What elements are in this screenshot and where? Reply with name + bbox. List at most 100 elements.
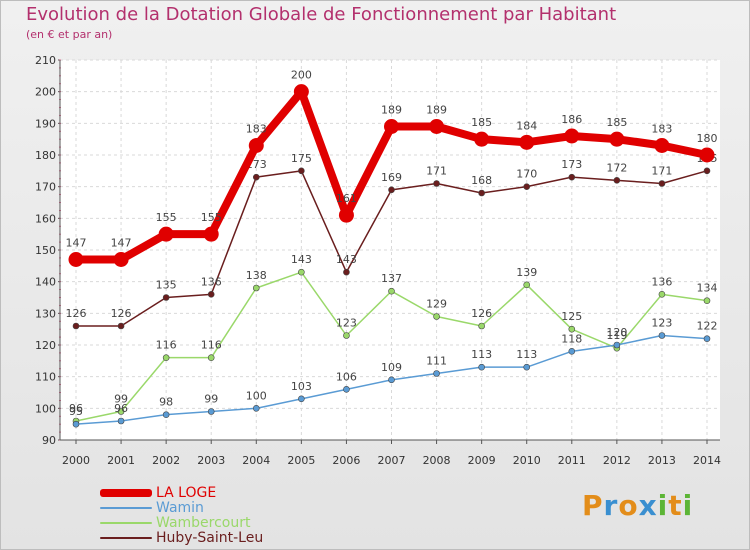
data-label: 126	[66, 307, 87, 320]
logo-letter: i	[682, 489, 694, 522]
logo-letter: x	[638, 489, 658, 522]
data-label: 173	[561, 158, 582, 171]
data-label: 119	[606, 329, 627, 342]
data-label: 155	[156, 211, 177, 224]
data-point	[474, 131, 490, 147]
data-label: 113	[471, 348, 492, 361]
y-tick-label: 160	[35, 212, 56, 225]
data-label: 147	[111, 237, 132, 250]
data-point	[433, 370, 440, 377]
x-tick-label: 2010	[513, 454, 541, 467]
data-point	[523, 281, 531, 289]
data-label: 155	[201, 211, 222, 224]
data-point	[568, 173, 576, 181]
data-point	[429, 119, 445, 134]
data-label: 126	[471, 307, 492, 320]
legend-label: Wamin	[156, 499, 204, 516]
data-label: 120	[606, 326, 627, 339]
data-point	[388, 376, 395, 384]
data-label: 186	[561, 113, 582, 126]
data-point	[609, 131, 625, 147]
logo-letter: i	[657, 489, 669, 522]
legend-swatch	[100, 488, 152, 497]
data-point	[252, 284, 260, 292]
data-label: 134	[697, 282, 718, 295]
chart-legend: LA LOGE Wamin Wambercourt Huby-Saint-Leu	[100, 484, 264, 546]
data-label: 135	[156, 279, 177, 292]
data-label: 172	[606, 161, 627, 174]
data-label: 136	[651, 275, 672, 288]
y-tick-label: 90	[42, 434, 56, 447]
data-label: 180	[697, 132, 718, 145]
x-tick-label: 2011	[558, 454, 586, 467]
data-label: 126	[111, 307, 132, 320]
data-label: 113	[516, 348, 537, 361]
logo-letter: r	[603, 489, 619, 522]
data-point	[207, 408, 215, 415]
legend-item: LA LOGE	[100, 484, 263, 501]
data-label: 138	[246, 269, 267, 282]
data-point	[703, 297, 711, 304]
data-point	[248, 138, 264, 153]
data-point	[613, 177, 621, 184]
x-tick-label: 2008	[423, 454, 451, 467]
x-tick-label: 2012	[603, 454, 631, 467]
legend-label: Huby-Saint-Leu	[156, 529, 264, 546]
logo-letter: t	[668, 489, 683, 522]
data-point	[252, 405, 260, 412]
data-point	[568, 325, 576, 333]
data-point	[564, 128, 580, 144]
data-label: 147	[66, 237, 87, 250]
data-label: 183	[651, 123, 672, 136]
data-label: 109	[381, 361, 402, 374]
data-point	[298, 395, 305, 403]
data-point	[162, 411, 170, 418]
data-point	[613, 341, 621, 349]
data-label: 116	[201, 339, 222, 352]
x-tick-label: 2009	[468, 454, 496, 467]
data-label: 100	[246, 389, 267, 402]
data-label: 106	[336, 370, 357, 383]
data-point	[658, 291, 666, 298]
data-label: 116	[156, 339, 177, 352]
legend-item: Huby-Saint-Leu	[100, 529, 264, 546]
x-tick-label: 2003	[197, 454, 225, 467]
y-tick-label: 110	[35, 371, 56, 384]
logo-letter: o	[618, 489, 639, 522]
data-label: 200	[291, 69, 312, 82]
data-label: 99	[114, 393, 128, 406]
data-point	[384, 119, 399, 134]
data-label: 111	[426, 355, 447, 368]
data-label: 184	[516, 119, 537, 132]
data-label: 137	[381, 272, 402, 285]
data-point	[343, 332, 350, 339]
x-tick-label: 2013	[648, 454, 676, 467]
data-point	[252, 173, 260, 181]
data-label: 185	[471, 116, 492, 129]
data-point	[298, 167, 305, 175]
data-point	[207, 291, 215, 298]
data-label: 123	[651, 317, 672, 330]
data-label: 171	[651, 165, 672, 178]
data-point	[158, 226, 174, 242]
data-point	[568, 348, 576, 355]
x-tick-label: 2007	[378, 454, 406, 467]
data-point	[703, 335, 711, 342]
data-point	[207, 354, 215, 361]
legend-label: LA LOGE	[156, 484, 217, 501]
data-label: 122	[697, 320, 718, 333]
data-label: 185	[606, 116, 627, 129]
y-tick-label: 170	[35, 181, 56, 194]
data-point	[658, 180, 666, 187]
data-label: 125	[561, 310, 582, 323]
data-label: 99	[204, 393, 218, 406]
x-tick-label: 2006	[332, 454, 360, 467]
data-point	[658, 332, 666, 339]
data-point	[388, 186, 395, 194]
data-label: 98	[159, 396, 173, 409]
data-point	[117, 417, 125, 425]
legend-label: Wambercourt	[156, 514, 251, 531]
y-tick-label: 190	[35, 117, 56, 130]
legend-item: Wambercourt	[100, 514, 263, 531]
y-tick-label: 120	[35, 339, 56, 352]
